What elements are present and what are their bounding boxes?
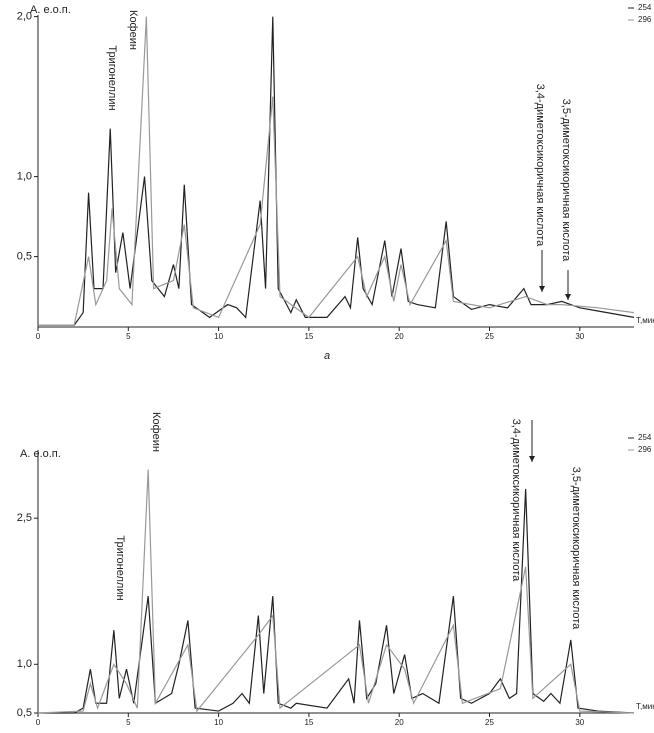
x-tick-label: 5: [126, 718, 131, 727]
x-tick-label: 15: [304, 718, 313, 727]
trace: [37, 469, 635, 714]
y-tick-label: 1,0: [17, 658, 32, 670]
x-axis-label: Т,мин: [636, 702, 654, 711]
peak-label: 3,5-диметоксикоричная кислота: [570, 467, 582, 630]
peak-label: Тригонеллин: [106, 45, 118, 110]
peak-label: Кофеин: [150, 412, 162, 452]
x-tick-label: 5: [126, 332, 131, 341]
x-tick-label: 10: [214, 718, 223, 727]
x-tick-label: 0: [36, 718, 41, 727]
peak-label: 3,4-диметоксикоричная кислота: [510, 419, 522, 582]
legend-label: 254: [638, 3, 652, 12]
arrow-head: [529, 456, 535, 462]
y-tick-label: 0,5: [17, 251, 32, 263]
y-axis-label: А. е.о.п.: [30, 4, 71, 16]
legend-label: 296: [638, 15, 652, 24]
y-tick-label: 1,0: [17, 171, 32, 183]
x-tick-label: 30: [575, 332, 584, 341]
peak-label: 3,4-диметоксикоричная кислота: [534, 84, 546, 247]
x-tick-label: 20: [395, 332, 404, 341]
x-tick-label: 15: [304, 332, 313, 341]
x-axis-label: Т,мин: [636, 316, 654, 325]
y-tick-label: 2,5: [17, 512, 32, 524]
x-tick-label: 30: [575, 718, 584, 727]
y-axis-label: А. е.о.п.: [20, 448, 61, 460]
peak-label: 3,5-диметоксикоричная кислота: [560, 99, 572, 262]
arrow-head: [539, 286, 545, 292]
legend-label: 296: [638, 445, 652, 454]
x-tick-label: 20: [395, 718, 404, 727]
x-tick-label: 25: [485, 718, 494, 727]
x-tick-label: 0: [36, 332, 41, 341]
legend-label: 254: [638, 433, 652, 442]
y-tick-label: 2,0: [17, 11, 32, 23]
peak-label: Тригонеллин: [114, 535, 126, 600]
y-tick-label: 0,5: [17, 707, 32, 719]
caption: а: [324, 350, 330, 362]
trace: [38, 16, 635, 326]
trace: [38, 488, 635, 714]
peak-label: Кофеин: [127, 10, 139, 50]
arrow-head: [565, 294, 571, 300]
x-tick-label: 10: [214, 332, 223, 341]
x-tick-label: 25: [485, 332, 494, 341]
